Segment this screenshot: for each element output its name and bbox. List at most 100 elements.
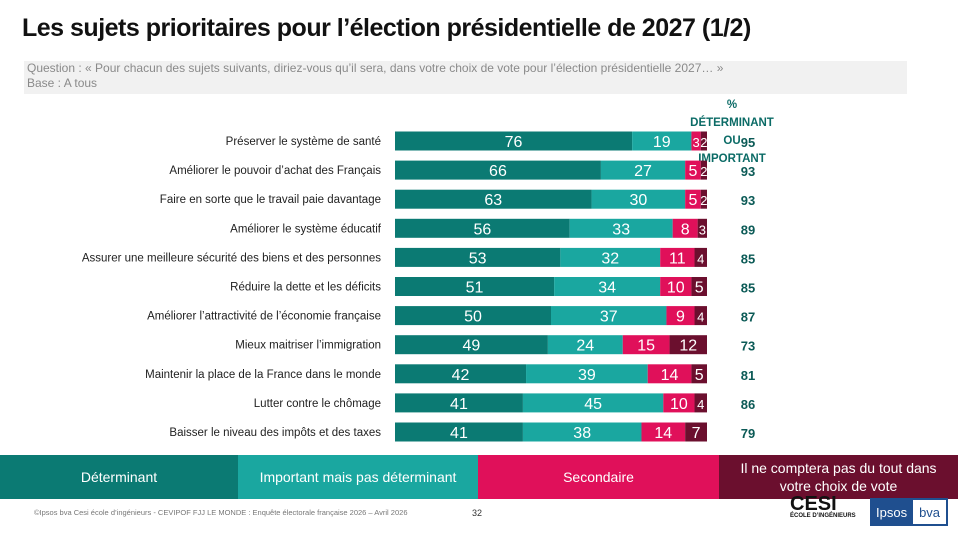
total-label: 79 (741, 426, 755, 441)
base-text: Base : A tous (27, 76, 98, 90)
data-label: 34 (598, 280, 616, 297)
bar-segment (622, 335, 670, 355)
data-label: 11 (669, 250, 686, 267)
bar-segment (694, 247, 707, 267)
bar-segment (395, 160, 601, 180)
data-label: 45 (584, 396, 602, 413)
data-label: 53 (469, 250, 487, 267)
bar-segment (641, 422, 686, 442)
bar-segment (395, 364, 527, 384)
header-line-1: % DÉTERMINANT (690, 99, 774, 129)
data-label: 9 (676, 309, 685, 326)
bar-segment (395, 277, 555, 296)
total-label: 87 (741, 310, 755, 325)
data-label: 8 (681, 221, 690, 238)
bar-segment (395, 393, 523, 413)
bar-segment (672, 218, 698, 238)
data-label: 10 (670, 396, 688, 413)
category-label: Lutter contre le chômage (254, 398, 381, 410)
data-label: 38 (573, 425, 591, 442)
data-label: 51 (466, 280, 484, 297)
ipsos-bva-logo: Ipsos bva (870, 498, 948, 526)
category-label: Faire en sorte que le travail paie davan… (160, 194, 381, 206)
bar-segment (395, 189, 592, 209)
data-label: 4 (697, 310, 704, 325)
total-label: 89 (741, 222, 755, 237)
bar-segment (395, 306, 551, 326)
legend-item-pas-du-tout: Il ne comptera pas du tout dans votre ch… (719, 455, 958, 499)
legend-item-determinant: Déterminant (0, 455, 238, 499)
bar-segment (547, 335, 623, 355)
data-label: 2 (700, 135, 707, 150)
data-label: 50 (464, 309, 482, 326)
total-label: 86 (741, 397, 755, 412)
bar-segment (685, 189, 701, 209)
data-label: 5 (695, 280, 704, 297)
question-box: Question : « Pour chacun des sujets suiv… (24, 61, 907, 94)
data-label: 12 (679, 338, 697, 355)
bar-segment (669, 335, 707, 355)
data-label: 41 (450, 396, 468, 413)
bar-segment (700, 160, 707, 180)
data-label: 3 (699, 222, 706, 237)
data-label: 3 (692, 135, 699, 150)
category-label: Maintenir la place de la France dans le … (145, 369, 381, 381)
data-label: 15 (637, 338, 655, 355)
header-line-2: OU IMPORTANT (698, 135, 766, 165)
data-label: 33 (612, 221, 630, 238)
bar-segment (685, 422, 707, 442)
bar-segment (691, 277, 707, 296)
total-column-header: % DÉTERMINANT OU IMPORTANT (690, 96, 774, 168)
bar-segment (685, 160, 701, 180)
data-label: 42 (452, 367, 470, 384)
bar-segment (700, 131, 707, 151)
bar-segment (691, 364, 707, 384)
bar-segment (569, 218, 673, 238)
data-label: 14 (661, 367, 679, 384)
data-label: 5 (689, 163, 698, 180)
bar-segment (600, 160, 686, 180)
total-label: 73 (741, 339, 755, 354)
data-label: 7 (692, 425, 701, 442)
data-label: 4 (697, 397, 704, 412)
bar-segment (700, 189, 707, 209)
data-label: 2 (700, 193, 707, 208)
bar-segment (395, 335, 548, 355)
data-label: 56 (473, 221, 491, 238)
data-label: 49 (463, 338, 481, 355)
bar-segment (522, 422, 642, 442)
data-label: 27 (634, 163, 652, 180)
category-label: Améliorer le système éducatif (230, 223, 382, 235)
bar-segment (591, 189, 686, 209)
cesi-logo: CESI ÉCOLE D’INGÉNIEURS (790, 493, 856, 519)
category-label: Améliorer le pouvoir d’achat des Françai… (169, 165, 381, 177)
data-label: 5 (689, 192, 698, 209)
footer-source: ©Ipsos bva Cesi école d’ingénieurs - CEV… (34, 508, 408, 517)
legend-item-secondaire: Secondaire (478, 455, 719, 499)
bar-segment (697, 218, 707, 238)
total-label: 93 (741, 193, 755, 208)
bar-segment (647, 364, 692, 384)
legend-item-important: Important mais pas déterminant (238, 455, 478, 499)
page-number: 32 (472, 508, 483, 518)
data-label: 4 (697, 251, 704, 266)
bar-segment (560, 247, 661, 267)
bar-segment (694, 393, 707, 413)
data-label: 63 (484, 192, 502, 209)
total-label: 85 (741, 281, 755, 296)
data-label: 37 (600, 309, 618, 326)
stacked-bar-chart: Préserver le système de santé 76 19 3 2 95Amé… (82, 131, 755, 442)
total-label: 81 (741, 368, 755, 383)
category-label: Améliorer l’attractivité de l’économie f… (147, 311, 381, 323)
data-label: 2 (700, 164, 707, 179)
bar-segment (395, 422, 523, 442)
bar-segment (666, 306, 695, 326)
category-label: Préserver le système de santé (226, 136, 381, 148)
data-label: 39 (578, 367, 596, 384)
category-label: Baisser le niveau des impôts et des taxe… (169, 427, 381, 439)
data-label: 66 (489, 163, 507, 180)
category-label: Assurer une meilleure sécurité des biens… (82, 252, 381, 264)
data-label: 24 (576, 338, 594, 355)
bar-segment (522, 393, 664, 413)
category-label: Réduire la dette et les déficits (230, 282, 381, 294)
